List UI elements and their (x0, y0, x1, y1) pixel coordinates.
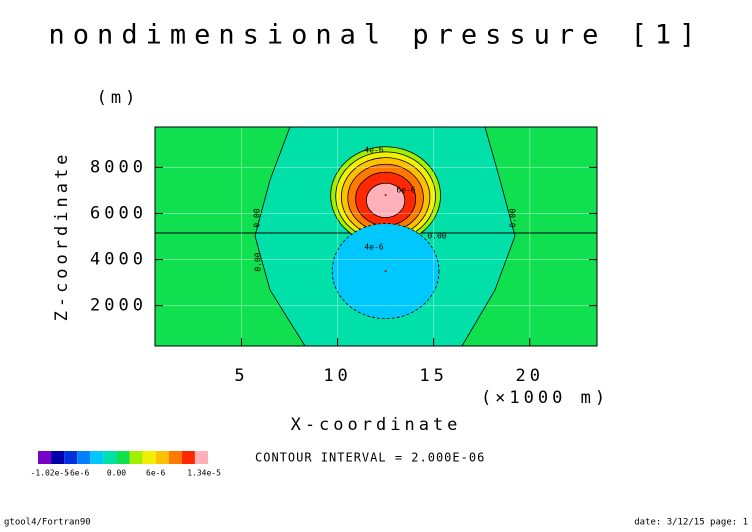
colorbar-label: 1.34e-5 (187, 469, 221, 478)
x-tick-label: 15 (419, 366, 447, 386)
contour-label: 0.00 (509, 208, 518, 227)
extremum (384, 194, 387, 197)
footer-left: gtool4/Fortran90 (4, 518, 91, 528)
colorbar-box (64, 451, 78, 464)
y-tick-label: 4000 (90, 250, 147, 270)
x-tick-label: 10 (323, 366, 351, 386)
colorbar-box (194, 451, 208, 464)
footer-right: date: 3/12/15 page: 1 (634, 518, 748, 528)
colorbar-box (51, 451, 65, 464)
y-axis-title: Z-coordinate (52, 151, 72, 322)
x-tick-label: 20 (515, 366, 543, 386)
colorbar-box (142, 451, 156, 464)
colorbar-box (90, 451, 104, 464)
chart-title: nondimensional pressure [1] (49, 20, 704, 51)
plot-area (155, 126, 597, 347)
colorbar-box (129, 451, 143, 464)
colorbar-box (103, 451, 117, 464)
colorbar-box (77, 451, 91, 464)
colorbar-box (155, 451, 169, 464)
colorbar-box (38, 451, 52, 464)
colorbar-box (181, 451, 195, 464)
contour-label: 4e-6 (364, 243, 383, 252)
colorbar-label: -1.02e-5 (31, 469, 70, 478)
contour-label: 0.00 (427, 232, 446, 241)
y-tick-label: 6000 (90, 203, 147, 223)
y-unit: (m) (97, 88, 140, 108)
colorbar-box (168, 451, 182, 464)
y-tick-label: 2000 (90, 296, 147, 316)
x-tick-label: 5 (234, 366, 248, 386)
colorbar-label: 0.00 (107, 469, 126, 478)
contour-label: 4e-6 (364, 146, 383, 155)
contour-label: 0.00 (253, 208, 262, 227)
colorbar-label: -6e-6 (65, 469, 89, 478)
contour-band (365, 182, 406, 218)
x-unit: (×1000 m) (481, 388, 609, 408)
colorbar-label: 6e-6 (146, 469, 165, 478)
colorbar-box (116, 451, 130, 464)
contour-interval: CONTOUR INTERVAL = 2.000E-06 (255, 451, 485, 465)
y-tick-label: 8000 (90, 157, 147, 177)
contour-label: 0.00 (254, 252, 263, 271)
plot-frame (154, 126, 598, 347)
contour-label: 6e-6 (396, 186, 415, 195)
extremum (384, 270, 387, 273)
x-axis-title: X-coordinate (291, 415, 462, 435)
